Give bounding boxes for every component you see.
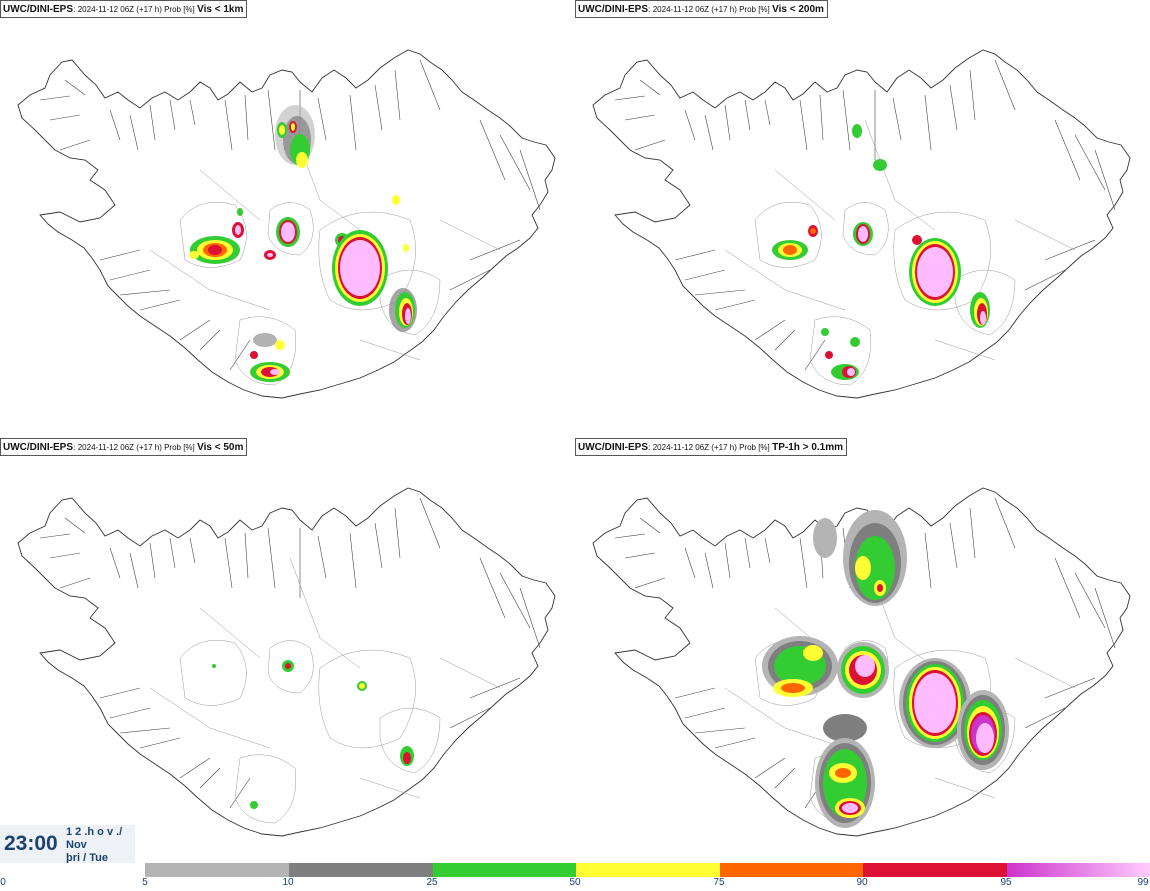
fjord-line: [614, 517, 666, 589]
fjord-line: [179, 319, 251, 371]
probability-blobs: [212, 660, 414, 809]
fjord-line: [614, 79, 666, 151]
region-boundary: [234, 316, 296, 386]
run-info: 2024-11-12 06Z (+17 h) Prob [%]: [77, 5, 195, 14]
valid-date-line1: 1 2 .h o v ./: [66, 826, 123, 838]
region-boundary: [318, 649, 416, 749]
criterion: Vis < 50m: [197, 442, 244, 453]
colorbar-bin-75-90: [720, 863, 863, 877]
valid-date-month: Nov: [66, 839, 87, 851]
fjord-line: [754, 319, 826, 371]
fjord-line: [1024, 119, 1116, 291]
colorbar-tick: 75: [713, 877, 725, 888]
region-boundary: [842, 202, 889, 256]
region-boundary: [234, 754, 296, 824]
criterion: TP-1h > 0.1mm: [772, 442, 843, 453]
model-name: UWC/DINI-EPS: [578, 4, 648, 15]
region-boundary: [179, 201, 247, 268]
colorbar-bin-90-95: [863, 863, 1007, 877]
model-name: UWC/DINI-EPS: [3, 442, 73, 453]
fjord-line: [179, 757, 251, 809]
colorbar-bin-25-50: [433, 863, 576, 877]
fjord-line: [449, 119, 541, 291]
map-panel-vis-200m: UWC/DINI-EPS: 2024-11-12 06Z (+17 h) Pro…: [575, 0, 1150, 438]
model-name: UWC/DINI-EPS: [578, 442, 648, 453]
panel-title: UWC/DINI-EPS: 2024-11-12 06Z (+17 h) Pro…: [0, 0, 248, 18]
probability-colorbar: [145, 863, 1150, 877]
fjord-line: [674, 249, 756, 311]
fjord-line: [684, 99, 771, 151]
iceland-map: [592, 487, 1131, 837]
fjord-line: [674, 687, 756, 749]
colorbar-bin-99: [1007, 863, 1150, 877]
fjord-line: [349, 59, 441, 151]
panel-title: UWC/DINI-EPS: 2024-11-12 06Z (+17 h) Pro…: [575, 0, 828, 18]
run-info: 2024-11-12 06Z (+17 h) Prob [%]: [652, 443, 770, 452]
fjord-line: [1024, 557, 1116, 729]
region-boundary: [809, 316, 871, 386]
colorbar-bin-50-75: [576, 863, 720, 877]
region-boundary: [379, 269, 441, 336]
colorbar-tick: 90: [856, 877, 868, 888]
run-info: 2024-11-12 06Z (+17 h) Prob [%]: [77, 443, 195, 452]
panel-title: UWC/DINI-EPS: 2024-11-12 06Z (+17 h) Pro…: [0, 438, 248, 456]
region-boundary: [379, 707, 441, 774]
fjord-line: [224, 89, 327, 160]
region-boundary: [954, 269, 1016, 336]
fjord-line: [109, 99, 196, 151]
region-boundary: [724, 557, 1076, 799]
map-panel-vis-50m: UWC/DINI-EPS: 2024-11-12 06Z (+17 h) Pro…: [0, 438, 575, 876]
colorbar-bin-10-25: [289, 863, 433, 877]
region-boundary: [267, 202, 314, 256]
fjord-line: [39, 79, 91, 151]
colorbar-tick: 5: [142, 877, 148, 888]
criterion: Vis < 200m: [772, 4, 824, 15]
region-boundary: [724, 119, 1076, 361]
colorbar-tick: 0: [0, 877, 6, 888]
run-info: 2024-11-12 06Z (+17 h) Prob [%]: [652, 5, 770, 14]
map-panel-vis-1km: UWC/DINI-EPS: 2024-11-12 06Z (+17 h) Pro…: [0, 0, 575, 438]
fjord-line: [799, 89, 902, 160]
probability-blobs: [762, 510, 1009, 828]
region-boundary: [267, 640, 314, 694]
iceland-map: [592, 49, 1131, 399]
region-boundary: [149, 119, 501, 361]
fjord-line: [924, 59, 1016, 151]
fjord-line: [449, 557, 541, 729]
fjord-line: [224, 527, 327, 598]
valid-date-weekday: þri / Tue: [66, 852, 108, 863]
fjord-line: [684, 537, 771, 589]
colorbar-tick: 50: [569, 877, 581, 888]
colorbar-tick: 25: [426, 877, 438, 888]
fjord-line: [349, 497, 441, 589]
panel-title: UWC/DINI-EPS: 2024-11-12 06Z (+17 h) Pro…: [575, 438, 847, 456]
iceland-map: [17, 487, 556, 837]
fjord-line: [924, 497, 1016, 589]
probability-blobs: [772, 124, 990, 380]
model-name: UWC/DINI-EPS: [3, 4, 73, 15]
probability-blobs: [189, 105, 417, 382]
fjord-line: [99, 249, 181, 311]
region-boundary: [149, 557, 501, 799]
fjord-line: [109, 537, 196, 589]
colorbar-tick: 10: [282, 877, 294, 888]
colorbar-tick: 99: [1137, 877, 1149, 888]
colorbar-bin-5-10: [145, 863, 289, 877]
fjord-line: [39, 517, 91, 589]
valid-time-box: [0, 825, 135, 863]
valid-time: 23:00: [4, 832, 58, 855]
fjord-line: [99, 687, 181, 749]
region-boundary: [754, 201, 822, 268]
region-boundary: [179, 639, 247, 706]
iceland-map: [17, 49, 556, 399]
criterion: Vis < 1km: [197, 4, 244, 15]
colorbar-tick: 95: [1000, 877, 1012, 888]
map-panel-tp-1h: UWC/DINI-EPS: 2024-11-12 06Z (+17 h) Pro…: [575, 438, 1150, 876]
